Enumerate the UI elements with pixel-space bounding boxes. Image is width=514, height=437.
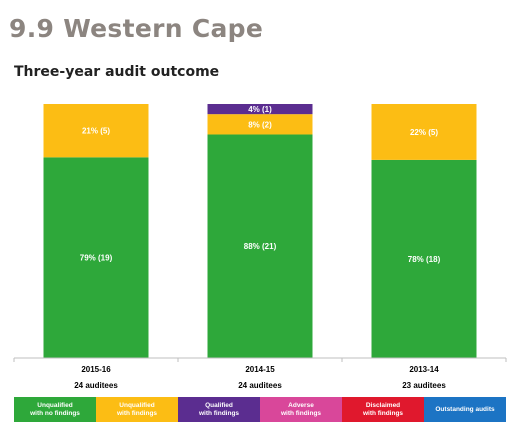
data-label: 88% (21) — [244, 242, 277, 251]
legend-item-adverse-findings: Adverse with findings — [260, 397, 342, 422]
bar-segment-2014-15-2 — [207, 104, 313, 115]
chart-legend: Unqualified with no findings Unqualified… — [14, 397, 506, 422]
bar-segment-2013-14-0 — [371, 159, 477, 358]
data-label: 22% (5) — [410, 128, 438, 137]
data-label: 21% (5) — [82, 127, 110, 136]
legend-item-outstanding-audits: Outstanding audits — [424, 397, 506, 422]
section-title: 9.9 Western Cape — [9, 14, 264, 43]
legend-item-qualified-findings: Qualified with findings — [178, 397, 260, 422]
data-label: 78% (18) — [408, 255, 441, 264]
x-tick-label: 2015-16 — [81, 365, 111, 374]
data-label: 8% (2) — [248, 120, 272, 129]
x-tick-label: 2013-14 — [409, 365, 439, 374]
x-tick-label: 2014-15 — [245, 365, 275, 374]
data-label: 4% (1) — [248, 105, 272, 114]
bar-segment-2014-15-1 — [207, 114, 313, 135]
bar-segment-2014-15-0 — [207, 134, 313, 358]
legend-item-unqualified-no-findings: Unqualified with no findings — [14, 397, 96, 422]
audit-outcome-chart: 79% (19) 21% (5) 2015-16 24 auditees 88% (21… — [13, 104, 507, 390]
legend-item-unqualified-findings: Unqualified with findings — [96, 397, 178, 422]
auditee-count-label: 23 auditees — [402, 381, 446, 390]
auditee-count-label: 24 auditees — [238, 381, 282, 390]
bar-segment-2015-16-0 — [43, 157, 149, 358]
legend-item-disclaimed-findings: Disclaimed with findings — [342, 397, 424, 422]
bar-segment-2013-14-1 — [371, 104, 477, 160]
auditee-count-label: 24 auditees — [74, 381, 118, 390]
data-label: 79% (19) — [80, 254, 113, 263]
bar-segment-2015-16-1 — [43, 104, 149, 158]
chart-title: Three-year audit outcome — [14, 64, 220, 80]
